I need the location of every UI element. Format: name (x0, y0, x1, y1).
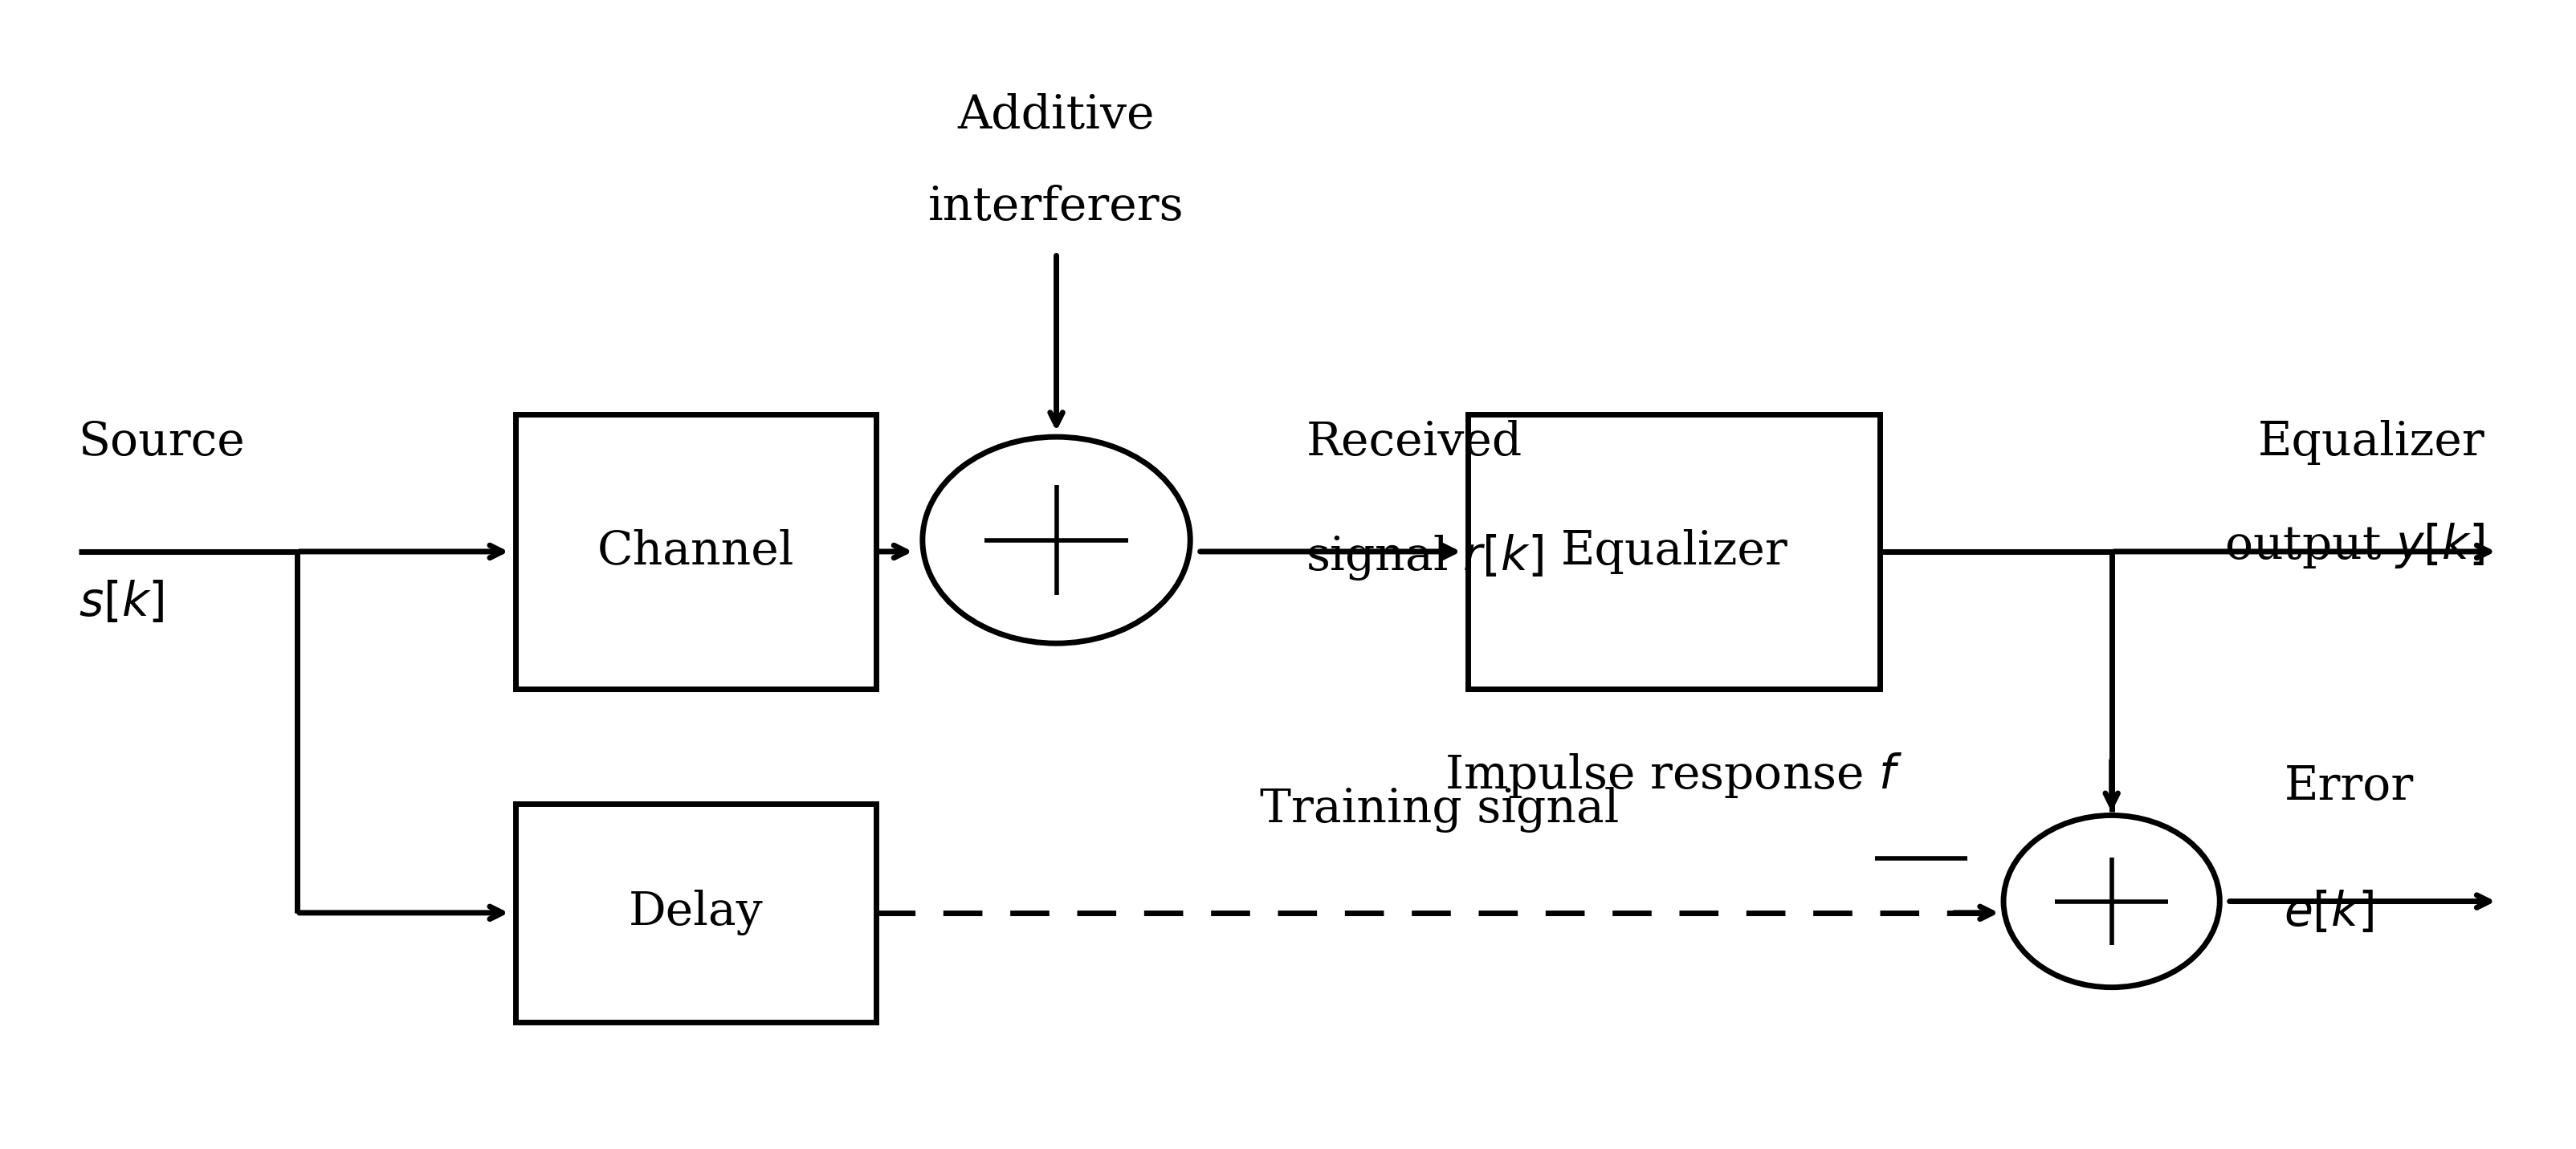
Text: Channel: Channel (598, 529, 793, 574)
Text: Equalizer: Equalizer (2257, 421, 2486, 465)
Text: signal $r[k]$: signal $r[k]$ (1306, 532, 1543, 583)
Text: Delay: Delay (629, 890, 762, 935)
Bar (1468, 414, 1880, 689)
Bar (515, 414, 876, 689)
Text: Received: Received (1306, 421, 1522, 465)
Bar (515, 804, 876, 1021)
Text: Equalizer: Equalizer (1561, 529, 1788, 574)
Text: $e[k]$: $e[k]$ (2285, 890, 2375, 935)
Text: output $y[k]$: output $y[k]$ (2226, 522, 2486, 570)
Text: Impulse response $f$: Impulse response $f$ (1445, 750, 1904, 800)
Text: Additive: Additive (958, 93, 1154, 138)
Text: Error: Error (2285, 764, 2414, 809)
Text: $s[k]$: $s[k]$ (77, 580, 165, 626)
Text: interferers: interferers (927, 185, 1185, 230)
Text: Training signal: Training signal (1260, 787, 1620, 833)
Text: Source: Source (77, 421, 245, 465)
